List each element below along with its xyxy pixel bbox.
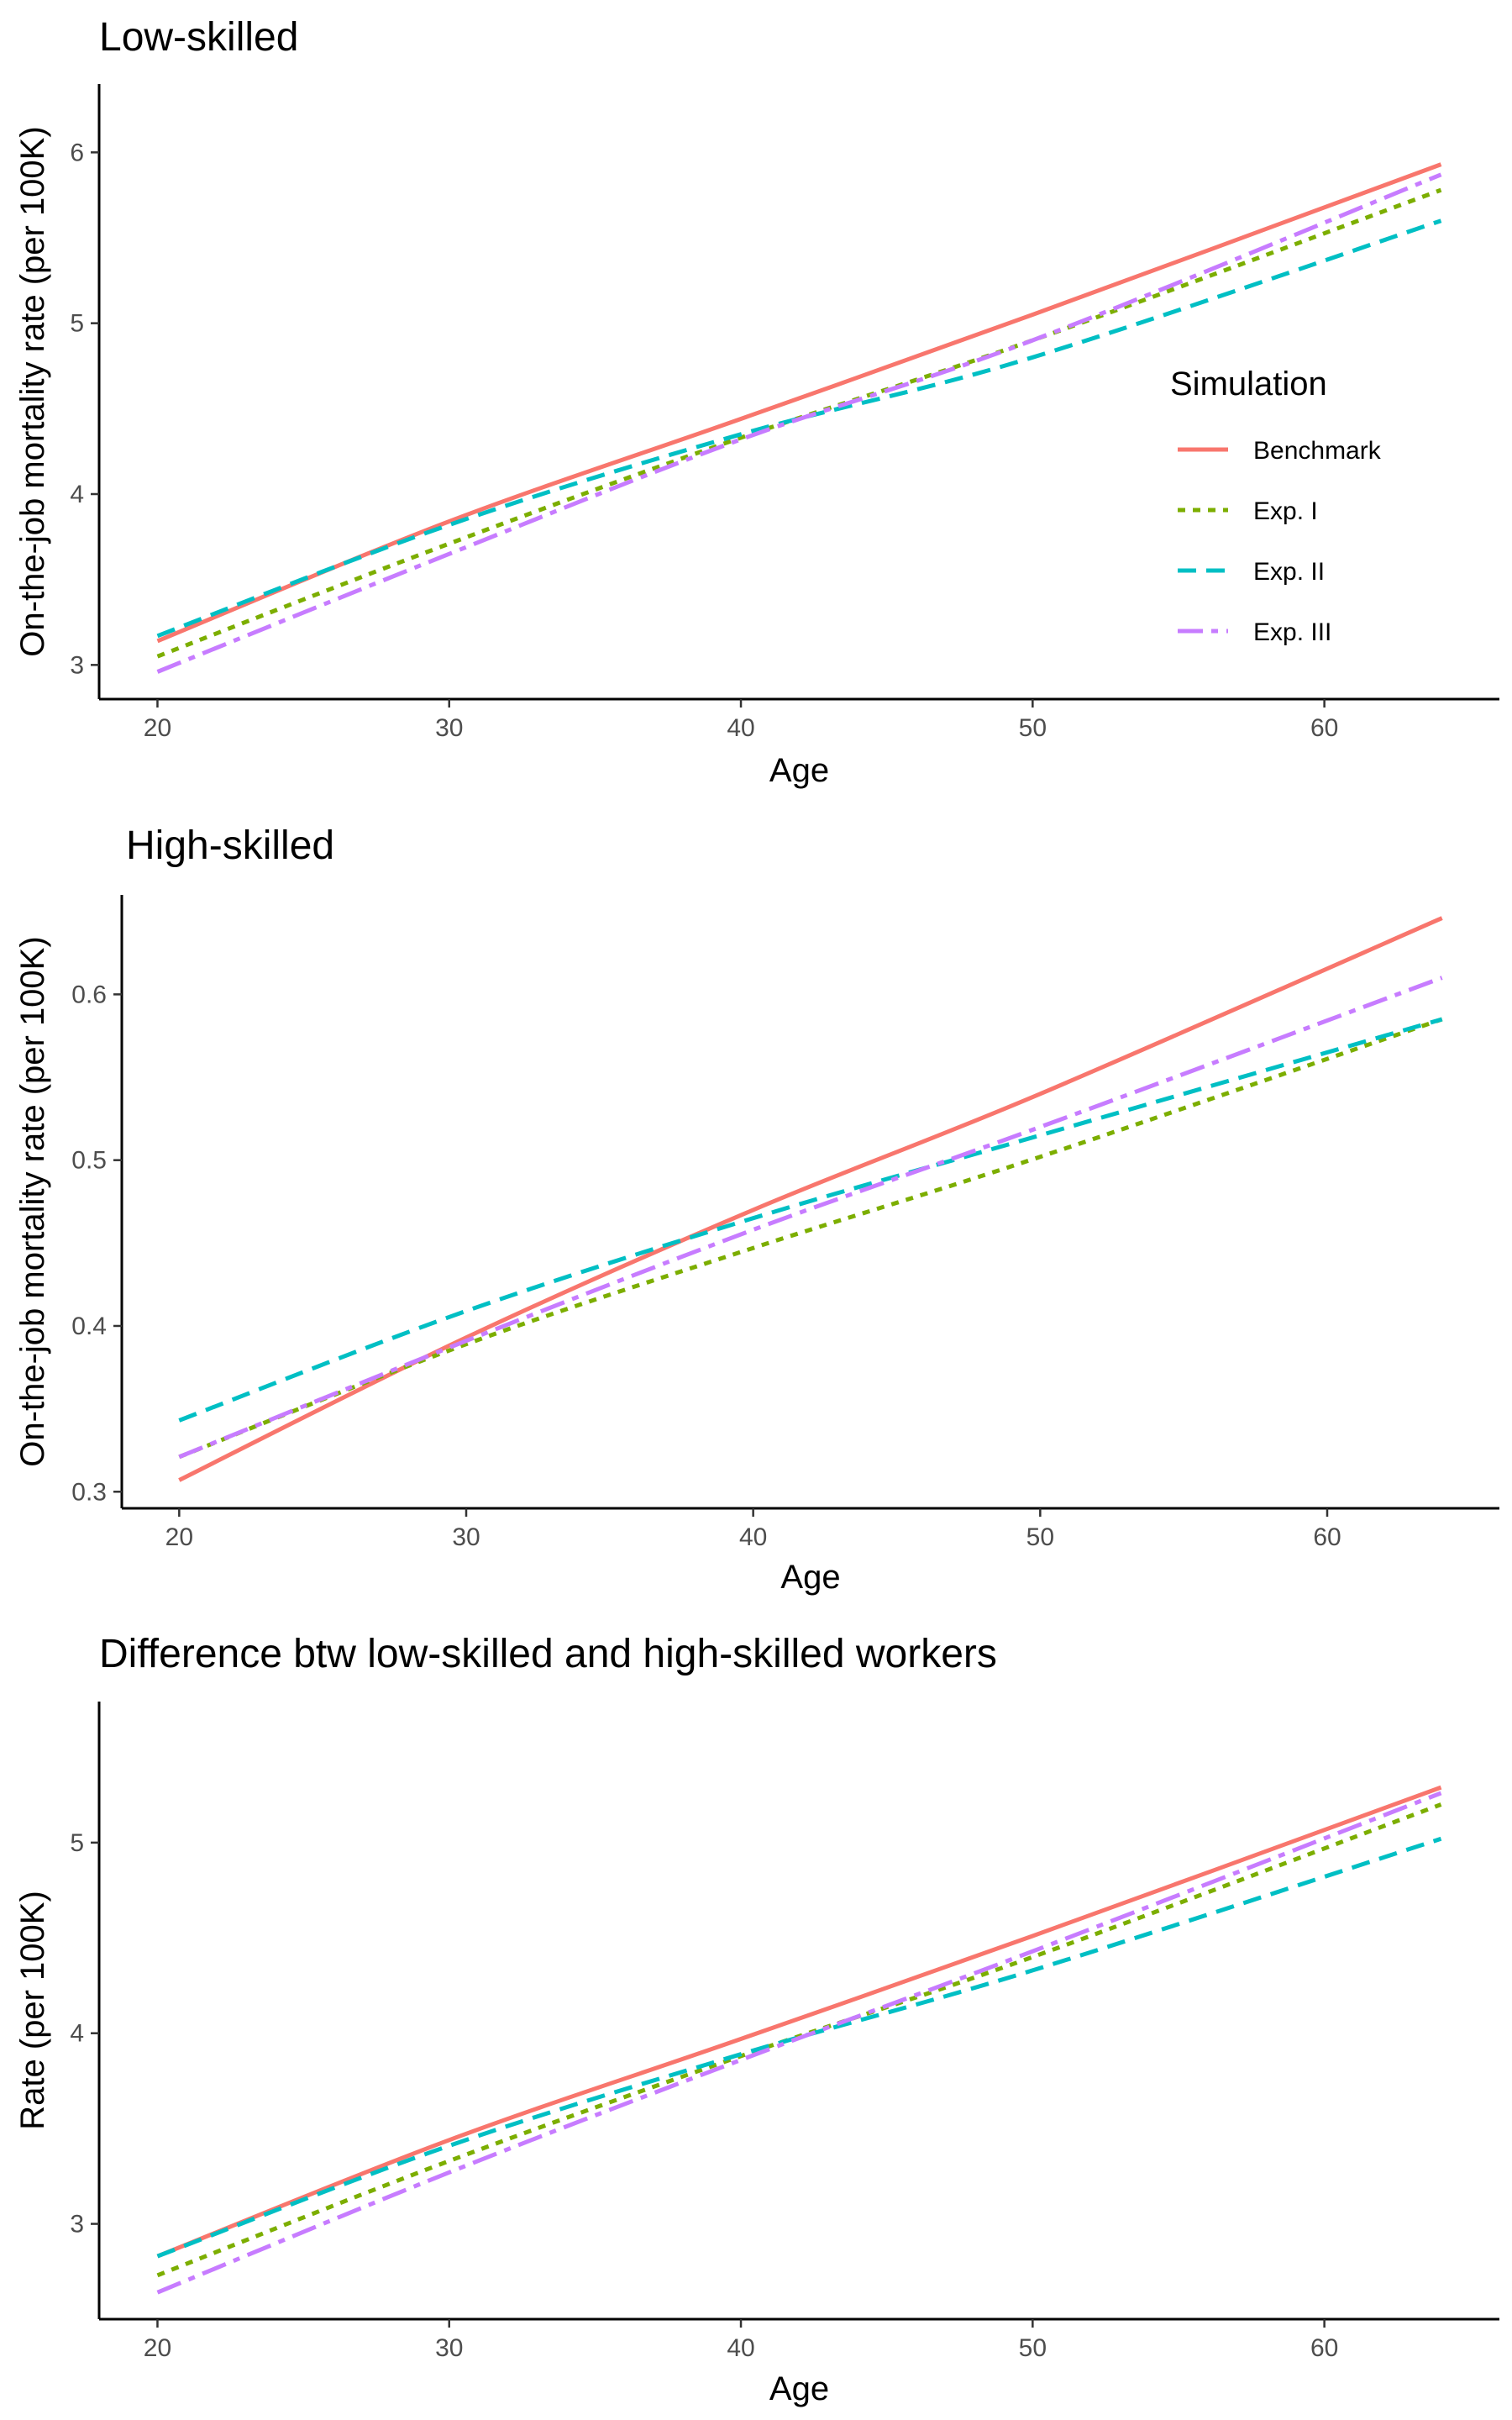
y-axis-title: On-the-job mortality rate (per 100K) [14,126,51,656]
y-tick-label: 5 [70,1829,84,1857]
series-line-benchmark [156,162,1442,644]
series-line-exp-iii [156,1791,1442,2295]
y-tick-label: 4 [70,481,84,508]
x-axis-title: Age [769,752,829,789]
series-line-exp-ii [156,1836,1442,2259]
x-tick-label: 40 [739,1523,767,1551]
series-line-exp-i [156,1802,1442,2278]
x-tick-label: 30 [452,1523,480,1551]
x-tick-label: 50 [1019,2334,1047,2362]
legend-label: Exp. I [1253,497,1318,525]
x-tick-label: 50 [1019,714,1047,742]
x-tick-label: 60 [1310,714,1338,742]
panel-title: Low-skilled [99,15,298,60]
panel-title: High-skilled [126,823,334,868]
series-line-benchmark [178,916,1443,1482]
x-tick-label: 60 [1313,1523,1341,1551]
y-tick-label: 3 [70,2211,84,2238]
series-line-exp-iii [178,976,1443,1460]
legend: Simulation Benchmark Exp. I Exp. II Exp. III [1170,366,1382,646]
panel-1: Low-skilled 20 30 40 50 60 3 4 5 6 Age On-the-job m… [14,15,1499,789]
y-tick-label: 6 [70,139,84,166]
x-tick-label: 50 [1026,1523,1054,1551]
x-tick-label: 40 [727,2334,754,2362]
panel-3: Difference btw low-skilled and high-skil… [14,1632,1499,2407]
legend-label: Benchmark [1253,437,1382,465]
legend-title: Simulation [1170,366,1327,402]
y-tick-label: 0.4 [71,1313,107,1340]
y-tick-label: 0.6 [71,981,107,1008]
panel-title: Difference btw low-skilled and high-skil… [99,1632,997,1676]
x-tick-label: 40 [727,714,754,742]
x-tick-label: 60 [1310,2334,1338,2362]
x-tick-label: 30 [435,714,463,742]
legend-label: Exp. II [1253,558,1325,586]
series-line-exp-ii [156,218,1442,639]
x-tick-label: 20 [165,1523,193,1551]
series-line-exp-ii [178,1017,1443,1423]
y-axis-title: Rate (per 100K) [14,1891,51,2130]
x-axis-title: Age [769,2370,829,2407]
x-tick-label: 20 [144,714,171,742]
x-tick-label: 30 [435,2334,463,2362]
series-line-exp-i [178,1017,1443,1460]
y-tick-label: 5 [70,310,84,338]
series-line-exp-i [156,187,1442,659]
x-axis-title: Age [780,1559,840,1596]
y-tick-label: 0.5 [71,1147,107,1175]
legend-label: Exp. III [1253,618,1331,646]
series-line-benchmark [156,1785,1442,2259]
y-tick-label: 0.3 [71,1478,107,1506]
panel-2: High-skilled 20 30 40 50 60 0.3 0.4 0.5 0.6 Age On-… [14,823,1499,1596]
x-tick-label: 20 [144,2334,171,2362]
y-axis-title: On-the-job mortality rate (per 100K) [14,936,51,1466]
y-tick-label: 3 [70,651,84,679]
y-tick-label: 4 [70,2020,84,2048]
series-line-exp-iii [156,172,1442,674]
